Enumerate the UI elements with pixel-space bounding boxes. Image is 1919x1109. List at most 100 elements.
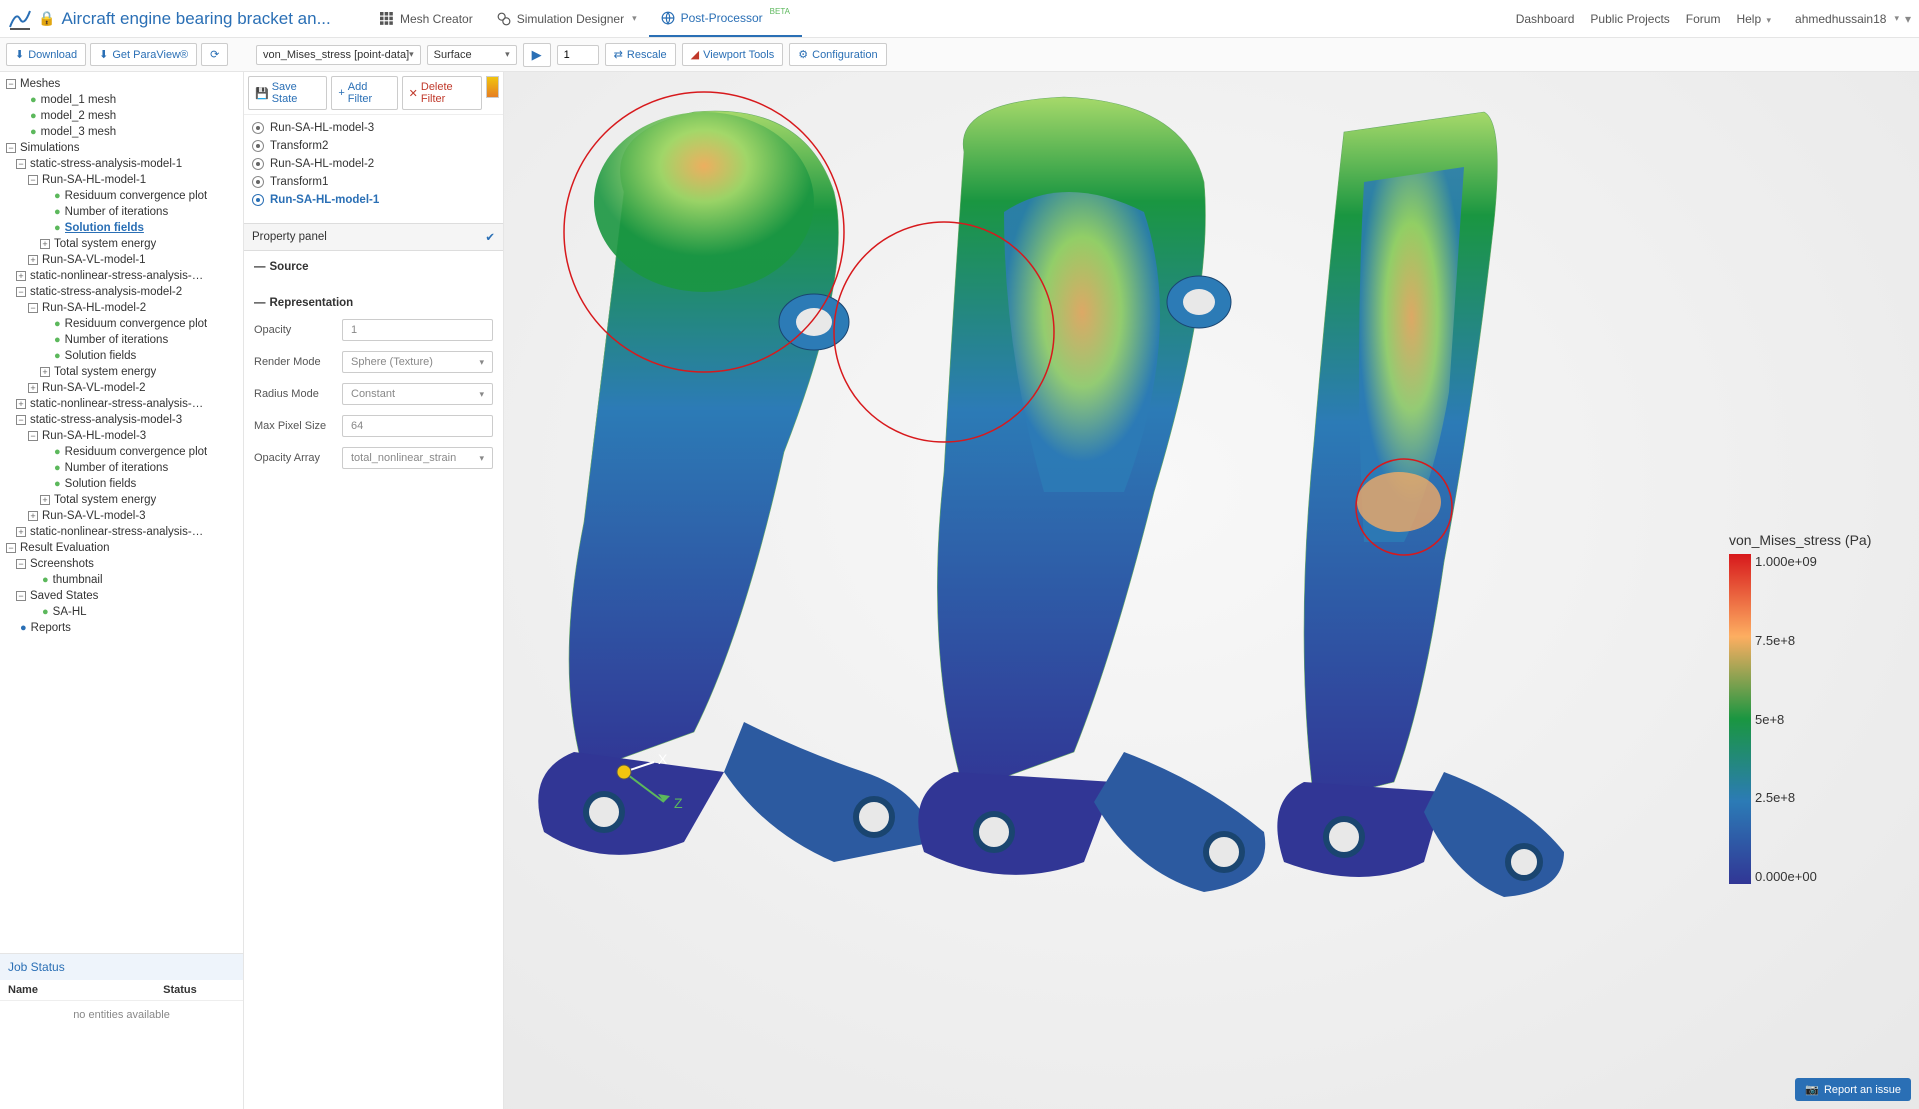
nav-public-projects[interactable]: Public Projects [1590,12,1669,26]
nav-dashboard[interactable]: Dashboard [1516,12,1575,26]
expander-icon[interactable]: − [28,303,38,313]
tab-simulation-designer[interactable]: Simulation Designer ▾ [485,1,649,37]
opacity-array-select[interactable]: total_nonlinear_strain▾ [342,447,493,469]
tree-node[interactable]: ●model_2 mesh [2,108,241,124]
download-button[interactable]: ⬇Download [6,43,86,66]
tree-node[interactable]: ●thumbnail [2,572,241,588]
tree-node[interactable]: −Run-SA-HL-model-1 [2,172,241,188]
visibility-icon[interactable] [252,194,264,206]
expander-icon[interactable]: + [16,271,26,281]
get-paraview-button[interactable]: ⬇Get ParaView® [90,43,197,66]
tree-node[interactable]: +Run-SA-VL-model-2 [2,380,241,396]
expander-icon[interactable]: + [28,255,38,265]
tree-node[interactable]: +Total system energy [2,492,241,508]
expander-icon[interactable]: − [16,287,26,297]
expander-icon[interactable]: − [6,543,16,553]
nav-help[interactable]: Help ▾ [1736,12,1771,26]
tab-label: Post-Processor [681,11,763,25]
pipeline-item[interactable]: Run-SA-HL-model-3 [250,119,497,137]
expander-icon[interactable]: + [40,239,50,249]
expander-icon[interactable]: + [40,495,50,505]
pipeline-item[interactable]: Run-SA-HL-model-1 [250,191,497,209]
tree-node[interactable]: ●Solution fields [2,348,241,364]
tree-node[interactable]: ●Number of iterations [2,460,241,476]
expander-icon[interactable]: − [16,159,26,169]
tree-node[interactable]: +static-nonlinear-stress-analysis-mod... [2,524,241,540]
expander-icon[interactable]: − [28,431,38,441]
visibility-icon[interactable] [252,158,264,170]
source-section[interactable]: —Source [254,261,493,273]
visibility-icon[interactable] [252,122,264,134]
tree-node[interactable]: −Run-SA-HL-model-2 [2,300,241,316]
save-state-button[interactable]: 💾Save State [248,76,327,110]
tree-node[interactable]: ●Residuum convergence plot [2,444,241,460]
nav-forum[interactable]: Forum [1686,12,1721,26]
add-filter-button[interactable]: +Add Filter [331,76,397,110]
colormap-button[interactable] [486,76,499,98]
representation-select[interactable]: Surface▾ [427,45,517,65]
refresh-button[interactable]: ⟳ [201,43,228,66]
tree-node[interactable]: −static-stress-analysis-model-1 [2,156,241,172]
tree-node[interactable]: ●Residuum convergence plot [2,188,241,204]
tree-node[interactable]: ●Residuum convergence plot [2,316,241,332]
configuration-button[interactable]: ⚙Configuration [789,43,886,66]
tree-node[interactable]: ●Reports [2,620,241,636]
expander-icon[interactable]: − [28,175,38,185]
tree-node[interactable]: −static-stress-analysis-model-2 [2,284,241,300]
viewport-tools-button[interactable]: ◢Viewport Tools [682,43,784,66]
expander-icon[interactable]: − [16,591,26,601]
tab-post-processor[interactable]: Post-Processor BETA [649,1,802,37]
pipeline-item[interactable]: Run-SA-HL-model-2 [250,155,497,173]
frame-input[interactable] [557,45,599,65]
visibility-icon[interactable] [252,140,264,152]
opacity-input[interactable]: 1 [342,319,493,341]
expander-icon[interactable]: + [16,399,26,409]
tree-node[interactable]: +Total system energy [2,364,241,380]
tree-node[interactable]: ●model_1 mesh [2,92,241,108]
tree-node[interactable]: ●Number of iterations [2,332,241,348]
representation-section[interactable]: —Representation [254,297,493,309]
expander-icon[interactable]: + [16,527,26,537]
tree-node[interactable]: ●model_3 mesh [2,124,241,140]
render-mode-select[interactable]: Sphere (Texture)▾ [342,351,493,373]
close-icon: ✕ [409,87,418,100]
expander-icon[interactable]: + [28,383,38,393]
field-select[interactable]: von_Mises_stress [point-data]▾ [256,45,421,65]
project-title[interactable]: Aircraft engine bearing bracket an... [61,9,330,29]
tree-node[interactable]: ●SA-HL [2,604,241,620]
user-menu[interactable]: ahmedhussain18 ▾ ▾ [1795,12,1911,26]
expander-icon[interactable]: − [6,79,16,89]
expander-icon[interactable]: + [40,367,50,377]
expander-icon[interactable]: − [16,415,26,425]
expander-icon[interactable]: − [6,143,16,153]
tree-node[interactable]: +static-nonlinear-stress-analysis-mod... [2,396,241,412]
visibility-icon[interactable] [252,176,264,188]
tree-node[interactable]: +static-nonlinear-stress-analysis-mod... [2,268,241,284]
delete-filter-button[interactable]: ✕Delete Filter [402,76,482,110]
tree-node[interactable]: +Run-SA-VL-model-3 [2,508,241,524]
play-button[interactable]: ▶ [523,43,551,67]
tree-node[interactable]: −Saved States [2,588,241,604]
pipeline-item[interactable]: Transform2 [250,137,497,155]
tree-node[interactable]: −static-stress-analysis-model-3 [2,412,241,428]
tab-mesh-creator[interactable]: Mesh Creator [368,1,485,37]
tree-node[interactable]: ●Number of iterations [2,204,241,220]
property-panel-header[interactable]: Property panel ✔ [244,224,503,251]
tree-node[interactable]: +Total system energy [2,236,241,252]
radius-mode-select[interactable]: Constant▾ [342,383,493,405]
tree-node[interactable]: −Meshes [2,76,241,92]
max-pixel-input[interactable]: 64 [342,415,493,437]
pipeline-item[interactable]: Transform1 [250,173,497,191]
tree-node[interactable]: ●Solution fields [2,476,241,492]
viewport-3d[interactable]: X Z von_Mises_stress (Pa) 1.000e+09 7.5e… [504,72,1919,1109]
rescale-button[interactable]: ⇄Rescale [605,43,676,66]
tree-node[interactable]: −Run-SA-HL-model-3 [2,428,241,444]
tree-node[interactable]: −Result Evaluation [2,540,241,556]
tree-node[interactable]: −Screenshots [2,556,241,572]
report-issue-button[interactable]: 📷 Report an issue [1795,1078,1911,1101]
tree-node[interactable]: +Run-SA-VL-model-1 [2,252,241,268]
expander-icon[interactable]: + [28,511,38,521]
expander-icon[interactable]: − [16,559,26,569]
tree-node[interactable]: −Simulations [2,140,241,156]
tree-node[interactable]: ●Solution fields [2,220,241,236]
